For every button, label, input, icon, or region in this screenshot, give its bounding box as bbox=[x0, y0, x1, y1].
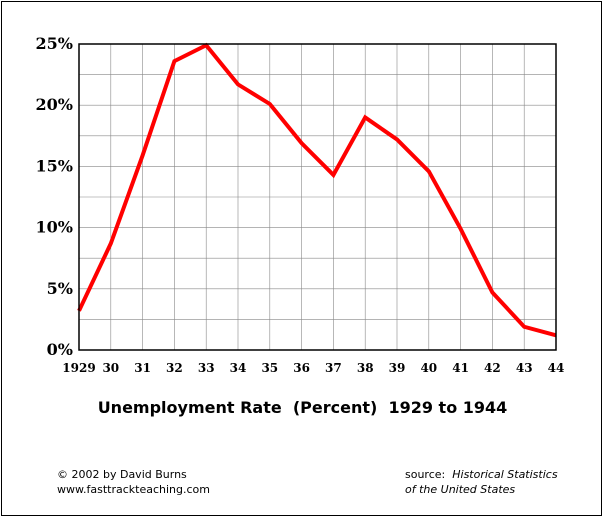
y-tick-label: 15% bbox=[36, 156, 73, 175]
y-tick-label: 5% bbox=[47, 279, 73, 298]
x-tick-label: 31 bbox=[134, 361, 151, 375]
x-tick-label: 34 bbox=[230, 361, 247, 375]
x-tick-label: 41 bbox=[452, 361, 469, 375]
y-tick-label: 20% bbox=[36, 95, 73, 114]
x-tick-label: 43 bbox=[516, 361, 533, 375]
x-tick-label: 33 bbox=[198, 361, 215, 375]
x-tick-label: 39 bbox=[389, 361, 406, 375]
x-axis-labels: 1929 30 31 32 33 34 35 36 37 38 39 40 41 42 43 44 bbox=[62, 361, 564, 375]
x-tick-label: 40 bbox=[420, 361, 437, 375]
source-title-line1: Historical Statistics bbox=[452, 468, 558, 481]
x-tick-label: 42 bbox=[484, 361, 501, 375]
x-tick-label: 36 bbox=[293, 361, 310, 375]
y-tick-label: 25% bbox=[36, 34, 73, 53]
x-tick-label: 44 bbox=[548, 361, 565, 375]
y-tick-label: 10% bbox=[36, 218, 73, 237]
unemployment-rate-line bbox=[77, 42, 557, 338]
x-tick-label: 35 bbox=[261, 361, 278, 375]
y-tick-label: 0% bbox=[47, 340, 73, 359]
chart-title: Unemployment Rate (Percent) 1929 to 1944 bbox=[97, 398, 508, 417]
source-title-line2: of the United States bbox=[405, 483, 516, 496]
y-axis-labels: 0% 5% 10% 15% 20% 25% bbox=[36, 34, 73, 359]
x-tick-label: 32 bbox=[166, 361, 183, 375]
grid-lines bbox=[79, 44, 556, 350]
footer-source: source: Historical Statistics of the Uni… bbox=[405, 467, 558, 497]
x-tick-label: 30 bbox=[102, 361, 119, 375]
footer-credit: © 2002 by David Burns www.fasttrackteach… bbox=[57, 467, 210, 497]
x-tick-label: 38 bbox=[357, 361, 374, 375]
website-text: www.fasttrackteaching.com bbox=[57, 483, 210, 496]
series-layer bbox=[77, 42, 557, 338]
plot-area-border bbox=[78, 43, 557, 351]
copyright-text: © 2002 by David Burns bbox=[57, 468, 187, 481]
x-tick-label: 37 bbox=[325, 361, 342, 375]
x-tick-label: 1929 bbox=[62, 361, 95, 375]
source-label: source: bbox=[405, 468, 446, 481]
